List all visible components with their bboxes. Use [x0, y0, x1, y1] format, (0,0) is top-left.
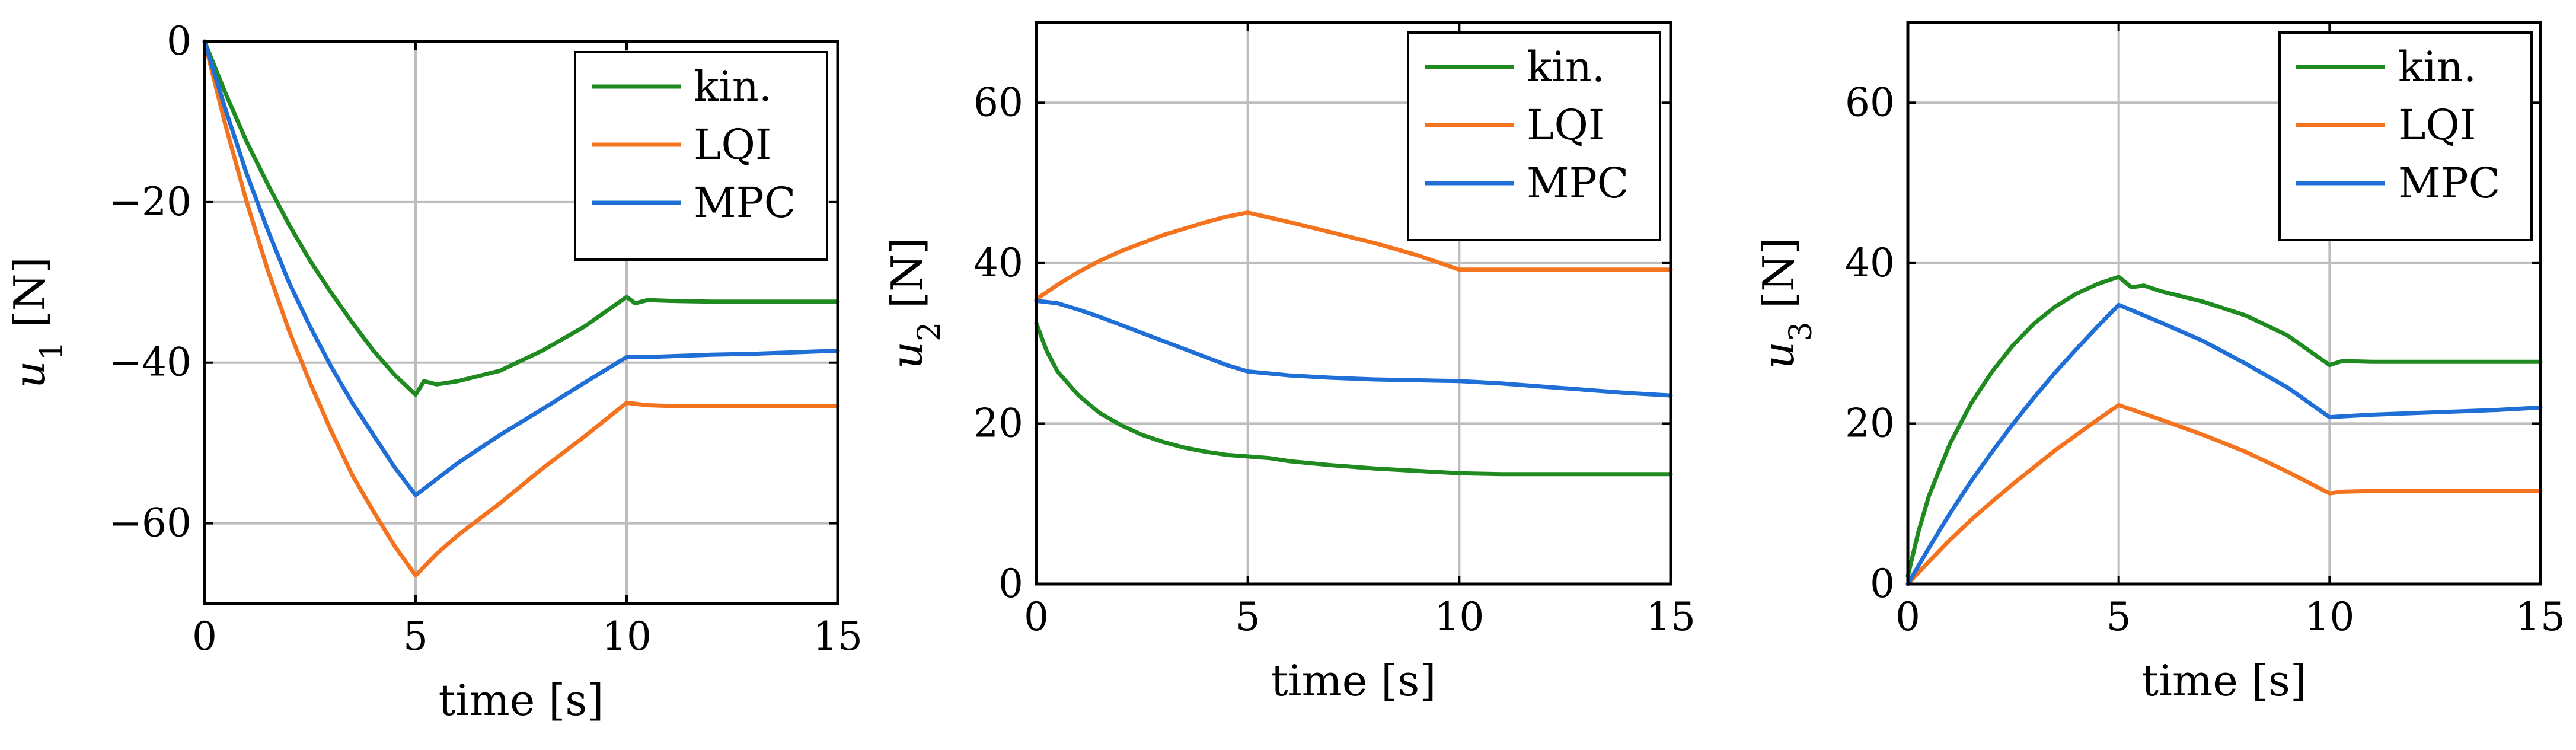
series-line-lqi [1905, 403, 2543, 586]
chart-3: 0 5 10 15 0 20 40 60 time [s] u3 [N] kin. LQI MPC [1754, 21, 2565, 706]
legend-label: MPC [694, 178, 796, 227]
series-line-lqi [1034, 210, 1673, 302]
y-tick-label: 60 [973, 79, 1023, 125]
x-tick-label: 15 [2516, 594, 2565, 640]
x-tick-label: 0 [192, 614, 217, 659]
x-tick-label: 15 [1646, 594, 1696, 640]
x-tick-label: 10 [2304, 594, 2354, 640]
plot-frame [1906, 21, 2542, 586]
y-axis-label: u1 [N] [5, 257, 70, 388]
y-tick-label: 40 [973, 240, 1023, 286]
x-tick-label: 5 [1236, 594, 1260, 640]
legend-label: LQI [1527, 101, 1605, 149]
chart-1: 0 5 10 15 0 −20 −40 −60 time [s] u1 [N] kin. LQI MPC [5, 18, 863, 725]
legend-label: MPC [1527, 159, 1629, 208]
x-axis-label: time [s] [2141, 656, 2307, 706]
legend-label: MPC [2398, 159, 2500, 208]
series-line-kin [202, 39, 840, 397]
x-axis-label: time [s] [1271, 656, 1437, 706]
x-tick-label: 5 [2106, 594, 2131, 640]
y-axis-label: u3 [N] [1754, 238, 1819, 369]
legend-label: kin. [2398, 43, 2476, 91]
chart-2: 0 5 10 15 0 20 40 60 time [s] u2 [N] kin. LQI MPC [882, 21, 1696, 706]
x-tick-label: 0 [1895, 594, 1920, 640]
series-line-mpc [202, 39, 840, 497]
y-tick-label: −40 [109, 340, 191, 385]
x-tick-label: 10 [602, 614, 652, 659]
legend-label: LQI [2398, 101, 2476, 149]
x-axis-label: time [s] [439, 675, 604, 725]
x-tick-label: 15 [813, 614, 863, 659]
plot-frame [1035, 21, 1672, 586]
x-tick-label: 10 [1434, 594, 1484, 640]
y-tick-label: −20 [109, 179, 191, 225]
legend-label: kin. [694, 62, 772, 111]
y-tick-label: 60 [1845, 79, 1895, 125]
y-tick-label: 40 [1845, 240, 1895, 286]
series-line-kin [1905, 275, 2543, 578]
series-line-lqi [202, 39, 840, 578]
series-line-kin [1034, 321, 1673, 477]
series-line-mpc [1034, 298, 1673, 398]
x-tick-label: 5 [403, 614, 428, 659]
legend-label: LQI [694, 120, 772, 169]
y-tick-label: 20 [1845, 400, 1895, 446]
series-line-mpc [1905, 302, 2543, 586]
legend-label: kin. [1527, 43, 1605, 91]
y-tick-label: 20 [973, 400, 1023, 446]
y-tick-label: 0 [167, 18, 191, 64]
y-tick-label: −60 [109, 500, 191, 546]
y-axis-label: u2 [N] [882, 238, 947, 369]
y-tick-label: 0 [998, 561, 1023, 607]
plot-frame [203, 40, 839, 605]
x-tick-label: 0 [1024, 594, 1049, 640]
y-tick-label: 0 [1870, 561, 1895, 607]
